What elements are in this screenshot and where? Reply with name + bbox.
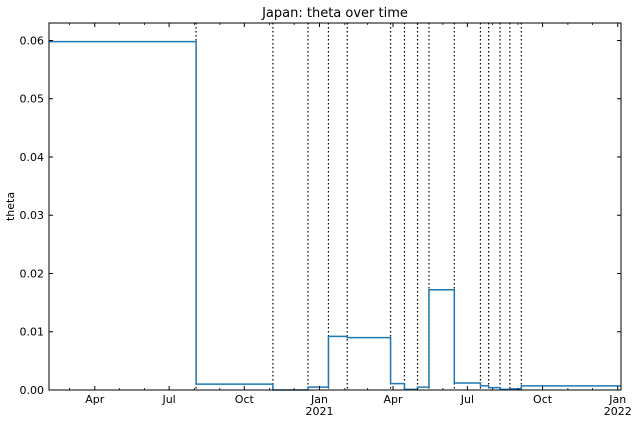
x-tick-label: Jul [161,393,175,406]
x-tick-label: Apr [384,393,404,406]
x-tick-label: Oct [533,393,553,406]
plot-frame [48,22,622,391]
y-tick-label: 0.06 [20,34,45,47]
y-tick-label: 0.02 [20,267,45,280]
y-tick-label: 0.05 [20,93,45,106]
x-tick-label: Jul [460,393,474,406]
x-tick-sublabel: 2021 [305,405,333,418]
y-tick-label: 0.03 [20,209,45,222]
y-tick-label: 0.04 [20,151,45,164]
x-tick-label: Oct [235,393,255,406]
x-tick-label: Apr [85,393,105,406]
series-line [49,40,621,391]
y-tick-label: 0.00 [20,384,45,397]
x-tick-label: Jan [608,393,626,406]
y-axis-label: theta [4,192,17,221]
series-layer [49,40,621,391]
x-tick-sublabel: 2022 [604,405,632,418]
x-tick-label: Jan [310,393,328,406]
chart-title: Japan: theta over time [261,6,408,21]
breakpoint-lines [195,23,522,390]
y-tick-label: 0.01 [20,326,45,339]
tick-layer: 0.00 0.01 0.02 0.03 0.04 0.05 0.06 Apr Jul Oct Jan… [20,23,632,418]
